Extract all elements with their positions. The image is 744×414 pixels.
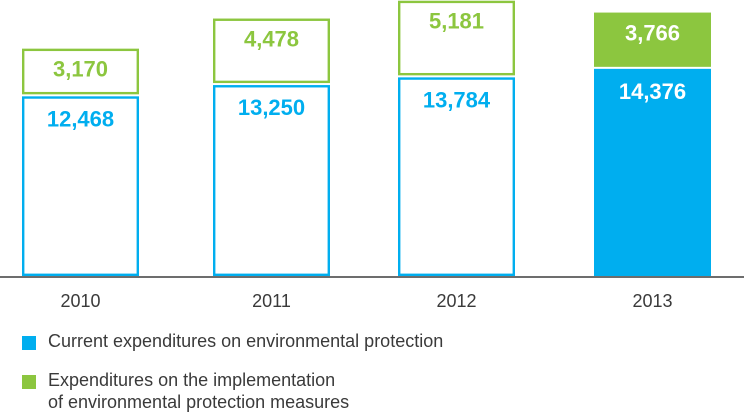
x-tick-label-2012: 2012	[436, 291, 476, 311]
legend-swatch-current	[22, 336, 36, 350]
legend-label-current: Current expenditures on environmental pr…	[48, 331, 444, 351]
bar-implementation-2011	[212, 18, 330, 84]
bar-implementation-2010	[22, 48, 139, 95]
bar-current-2012	[398, 77, 516, 277]
data-label-implementation-2012: 5,181	[429, 9, 484, 34]
bar-current-2013	[594, 68, 711, 276]
legend-label-implementation: Expenditures on the implementation of en…	[48, 370, 350, 412]
bar-implementation-2012	[398, 0, 516, 76]
bar-current-2010	[22, 96, 139, 277]
data-label-current-2011: 13,250	[238, 95, 305, 120]
legend-swatch-implementation	[22, 375, 36, 389]
data-label-implementation-2010: 3,170	[53, 57, 108, 82]
x-tick-label-2010: 2010	[60, 291, 100, 311]
x-tick-label-2011: 2011	[252, 291, 291, 311]
data-label-current-2012: 13,784	[423, 87, 491, 112]
bar-current-2011	[212, 85, 330, 277]
data-label-current-2013: 14,376	[619, 79, 686, 104]
x-tick-label-2013: 2013	[632, 291, 672, 311]
data-label-implementation-2013: 3,766	[625, 21, 680, 46]
bar-implementation-2013	[594, 12, 711, 67]
data-label-implementation-2011: 4,478	[244, 27, 299, 52]
data-label-current-2010: 12,468	[47, 106, 114, 131]
